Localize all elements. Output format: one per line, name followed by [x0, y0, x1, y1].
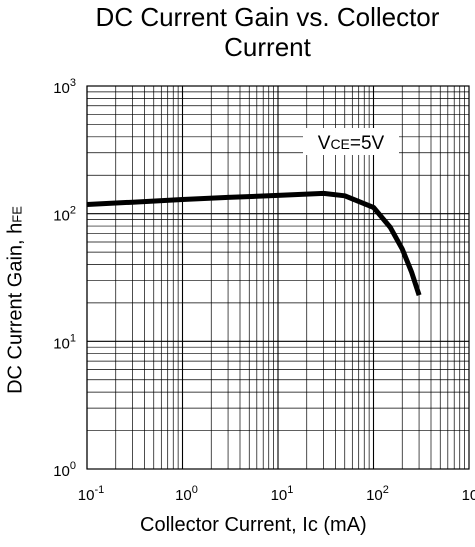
y-axis-label: DC Current Gain, hFE: [5, 206, 28, 394]
tick-label: 100: [53, 460, 76, 480]
annotation-label: VCE=5V: [318, 133, 385, 154]
tick-label: 103: [53, 77, 76, 97]
annotation-group: VCE=5V: [303, 128, 399, 155]
y-tick-labels: 100 101 102 103: [53, 77, 76, 480]
y-axis-label-wrap: DC Current Gain, hFE: [3, 205, 29, 395]
tick-label: 101: [53, 332, 76, 352]
chart-title-line-1: DC Current Gain vs. Collector: [95, 2, 440, 32]
tick-label: 100: [175, 484, 198, 504]
tick-label: 101: [271, 484, 294, 504]
x-axis-label: Collector Current, Ic (mA): [140, 514, 367, 536]
plot-frame: [86, 85, 470, 470]
grid-lines: [86, 86, 469, 470]
tick-label: 10-1: [78, 484, 104, 504]
annotation-box: [303, 128, 399, 155]
tick-label: 102: [366, 484, 389, 504]
y-axis-label-subscript: FE: [9, 206, 25, 223]
x-tick-labels: 10-1 100 101 102 103: [78, 484, 475, 504]
y-axis-label-main: DC Current Gain, h: [4, 222, 27, 394]
series-group: [86, 190, 422, 296]
chart-title-line-2: Current: [224, 32, 311, 62]
series-line: [86, 190, 422, 296]
tick-label: 103: [462, 484, 475, 504]
tick-label: 102: [53, 205, 76, 225]
